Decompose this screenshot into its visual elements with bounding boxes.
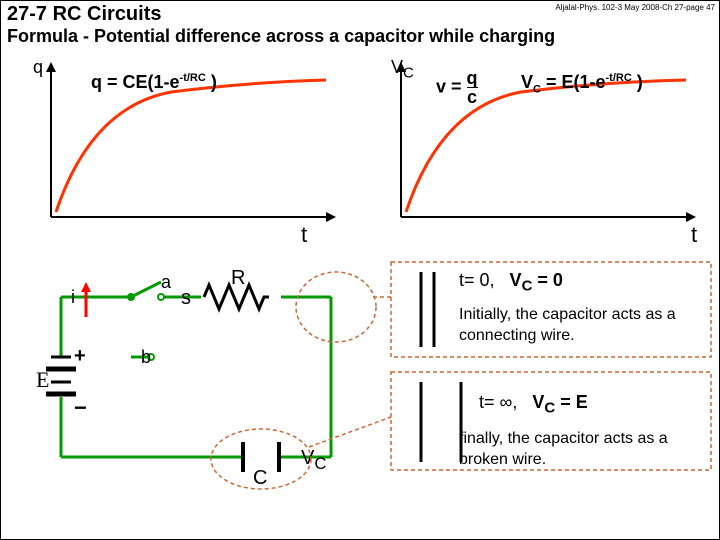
annot-tinf: t= ∞, VC = E	[479, 391, 588, 418]
annot-text0: Initially, the capacitor acts as a conne…	[459, 305, 709, 347]
subtitle: Formula - Potential difference across a …	[7, 26, 719, 47]
annot-textinf: finally, the capacitor acts as a broken …	[459, 429, 709, 471]
annot-t0: t= 0, VC = 0	[459, 269, 563, 296]
corner-ref: Aljalal-Phys. 102-3 May 2008-Ch 27-page …	[555, 3, 715, 12]
